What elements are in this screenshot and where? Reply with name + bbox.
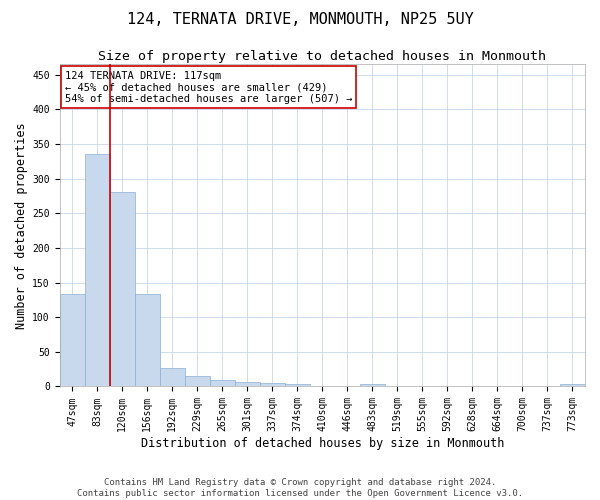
Bar <box>110 192 134 386</box>
Bar <box>134 294 160 386</box>
Bar <box>285 384 310 386</box>
Bar <box>260 383 285 386</box>
Text: 124 TERNATA DRIVE: 117sqm
← 45% of detached houses are smaller (429)
54% of semi: 124 TERNATA DRIVE: 117sqm ← 45% of detac… <box>65 70 352 104</box>
Bar <box>360 384 385 386</box>
Bar <box>209 380 235 386</box>
Bar <box>560 384 585 386</box>
Bar <box>185 376 209 386</box>
Bar <box>85 154 110 386</box>
Y-axis label: Number of detached properties: Number of detached properties <box>15 122 28 328</box>
Text: Contains HM Land Registry data © Crown copyright and database right 2024.
Contai: Contains HM Land Registry data © Crown c… <box>77 478 523 498</box>
Bar <box>235 382 260 386</box>
Bar <box>59 294 85 386</box>
Title: Size of property relative to detached houses in Monmouth: Size of property relative to detached ho… <box>98 50 546 63</box>
Bar <box>160 368 185 386</box>
X-axis label: Distribution of detached houses by size in Monmouth: Distribution of detached houses by size … <box>140 437 504 450</box>
Text: 124, TERNATA DRIVE, MONMOUTH, NP25 5UY: 124, TERNATA DRIVE, MONMOUTH, NP25 5UY <box>127 12 473 28</box>
